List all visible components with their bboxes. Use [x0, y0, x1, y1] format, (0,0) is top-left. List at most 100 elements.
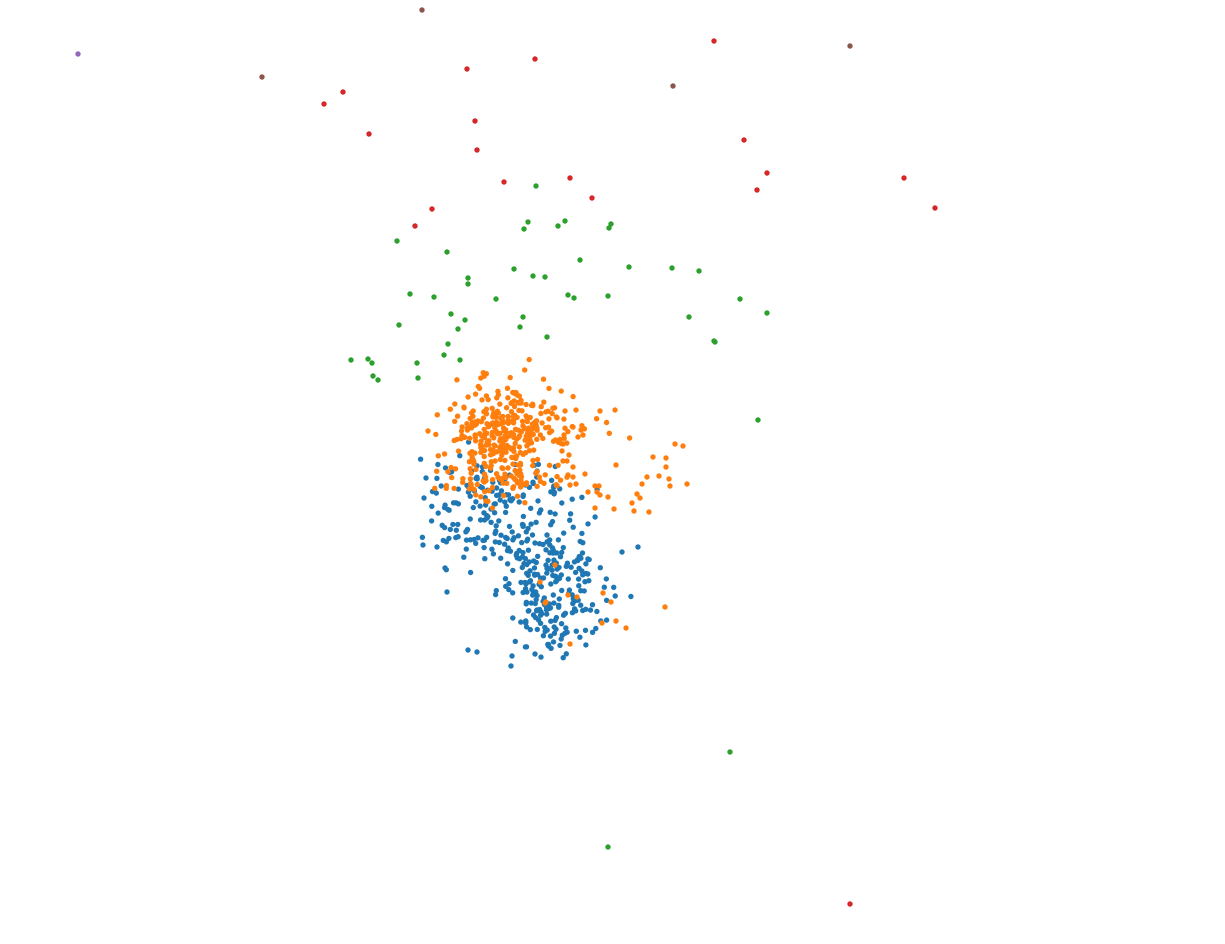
data-point [518, 619, 524, 625]
data-point [555, 537, 562, 543]
data-point [553, 482, 559, 488]
data-point [490, 447, 496, 453]
data-point [644, 474, 650, 480]
data-point [546, 462, 553, 468]
data-point [608, 221, 614, 227]
data-point [712, 339, 718, 345]
data-point [572, 569, 579, 576]
data-point [467, 516, 473, 522]
data-point [611, 506, 617, 512]
data-point [555, 223, 561, 229]
data-point [467, 569, 474, 576]
data-point [467, 435, 473, 441]
data-point [526, 356, 532, 363]
data-point [491, 510, 498, 516]
data-point [540, 575, 547, 581]
data-point [533, 519, 539, 525]
data-point [509, 653, 515, 659]
data-point [497, 476, 503, 482]
data-point [516, 499, 522, 505]
data-point [525, 219, 531, 225]
data-point [612, 593, 618, 599]
data-point [550, 639, 557, 645]
data-point [597, 565, 603, 571]
data-point [560, 655, 566, 661]
data-point [492, 458, 498, 464]
data-point [454, 413, 461, 419]
data-point [586, 556, 592, 563]
data-point [583, 606, 589, 612]
data-point [754, 187, 760, 193]
data-point [494, 408, 501, 414]
data-point [727, 749, 733, 755]
data-point [541, 399, 547, 405]
data-point [419, 534, 426, 540]
data-point [486, 488, 492, 494]
data-point [449, 474, 455, 481]
data-point [567, 511, 574, 517]
data-point [565, 428, 571, 435]
data-point [481, 447, 488, 454]
data-point [553, 614, 560, 621]
data-point [686, 314, 692, 320]
data-point [445, 469, 451, 475]
data-point [567, 641, 573, 647]
data-point [493, 528, 499, 534]
data-point [457, 453, 463, 459]
data-point [468, 410, 475, 416]
data-point [502, 499, 508, 505]
data-point [579, 494, 585, 500]
data-point [626, 264, 632, 270]
data-point [441, 352, 447, 358]
data-point [639, 481, 645, 487]
data-point [445, 341, 451, 347]
data-point [510, 590, 516, 596]
data-point [513, 436, 520, 442]
data-point [517, 324, 523, 330]
data-point [428, 518, 435, 524]
data-point [348, 357, 354, 363]
data-point [461, 434, 467, 440]
data-point [429, 206, 435, 212]
data-point [533, 418, 540, 424]
data-point [419, 7, 425, 13]
data-point [554, 577, 560, 584]
data-point [483, 411, 490, 417]
data-point [901, 175, 907, 181]
data-point [569, 592, 575, 598]
data-point [444, 589, 450, 595]
data-point [696, 268, 702, 274]
data-point [465, 275, 471, 281]
data-point [489, 476, 496, 483]
data-point [611, 584, 617, 590]
data-point [544, 532, 550, 538]
data-point [680, 443, 686, 449]
data-point [587, 607, 594, 613]
data-point [548, 581, 554, 587]
data-point [481, 453, 487, 460]
data-point [521, 226, 527, 232]
data-point [534, 483, 540, 489]
data-point [515, 399, 521, 406]
data-point [583, 642, 589, 648]
data-point [527, 414, 533, 421]
data-point [525, 547, 532, 553]
data-point [547, 509, 553, 515]
data-point [670, 83, 676, 89]
data-point [628, 593, 634, 600]
data-point [764, 170, 770, 176]
data-point [472, 422, 478, 428]
data-point [454, 377, 460, 383]
series-blue-points [417, 439, 641, 669]
data-point [481, 517, 488, 523]
data-point [421, 495, 427, 501]
data-point [510, 389, 516, 396]
data-point [559, 448, 565, 454]
data-point [556, 604, 562, 610]
data-point [455, 486, 462, 492]
data-point [481, 510, 487, 516]
data-point [523, 618, 529, 624]
data-point [515, 533, 522, 539]
data-point [559, 587, 565, 594]
series-green-points [348, 183, 770, 850]
